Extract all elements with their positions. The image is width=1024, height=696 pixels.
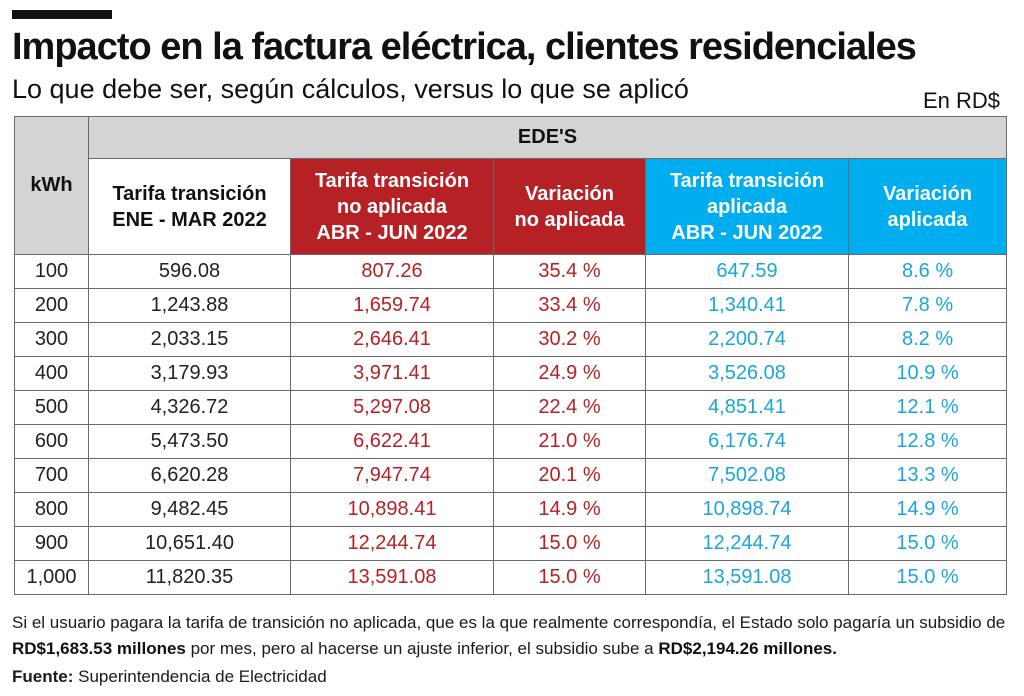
- tarifa-no-aplicada-cell: 12,244.74: [290, 526, 494, 561]
- tarifa-aplicada-cell: 6,176.74: [645, 424, 849, 459]
- table-row: 700 6,620.28 7,947.74 20.1 % 7,502.08 13.3 %: [14, 458, 1008, 493]
- tarifa-aplicada-cell: 12,244.74: [645, 526, 849, 561]
- kwh-cell: 200: [14, 288, 89, 323]
- kwh-cell: 700: [14, 458, 89, 493]
- tarifa-aplicada-cell: 7,502.08: [645, 458, 849, 493]
- source-text: Superintendencia de Electricidad: [73, 667, 327, 686]
- tarifa-no-aplicada-cell: 13,591.08: [290, 560, 494, 595]
- tarifa-aplicada-cell: 1,340.41: [645, 288, 849, 323]
- tarifa-ene-mar-cell: 6,620.28: [88, 458, 291, 493]
- table-row: 100 596.08 807.26 35.4 % 647.59 8.6 %: [14, 254, 1008, 289]
- variacion-no-aplicada-cell: 35.4 %: [493, 254, 646, 289]
- variacion-no-aplicada-cell: 21.0 %: [493, 424, 646, 459]
- variacion-no-aplicada-cell: 14.9 %: [493, 492, 646, 527]
- variacion-aplicada-cell: 13.3 %: [847, 458, 1008, 493]
- tarifa-ene-mar-cell: 5,473.50: [88, 424, 291, 459]
- variacion-aplicada-cell: 12.8 %: [847, 424, 1008, 459]
- tarifa-no-aplicada-cell: 10,898.41: [290, 492, 494, 527]
- footnote: Si el usuario pagara la tarifa de transi…: [12, 613, 1006, 658]
- col-header-variacion-no-aplicada: Variación no aplicada: [493, 158, 646, 255]
- currency-label: En RD$: [922, 88, 1000, 113]
- variacion-aplicada-cell: 10.9 %: [847, 356, 1008, 391]
- variacion-aplicada-cell: 7.8 %: [847, 288, 1008, 323]
- table-row: 400 3,179.93 3,971.41 24.9 % 3,526.08 10.9 %: [14, 356, 1008, 391]
- tarifa-ene-mar-cell: 596.08: [88, 254, 291, 289]
- tarifa-no-aplicada-cell: 3,971.41: [290, 356, 494, 391]
- kwh-cell: 1,000: [14, 560, 89, 595]
- tarifa-ene-mar-cell: 1,243.88: [88, 288, 291, 323]
- variacion-no-aplicada-cell: 30.2 %: [493, 322, 646, 357]
- variacion-no-aplicada-cell: 22.4 %: [493, 390, 646, 425]
- source-line: Fuente: Superintendencia de Electricidad: [12, 667, 327, 687]
- source-label: Fuente:: [12, 667, 74, 686]
- tarifa-aplicada-cell: 13,591.08: [645, 560, 849, 595]
- tarifa-ene-mar-cell: 3,179.93: [88, 356, 291, 391]
- tarifa-no-aplicada-cell: 5,297.08: [290, 390, 494, 425]
- tarifa-no-aplicada-cell: 7,947.74: [290, 458, 494, 493]
- tarifa-ene-mar-cell: 10,651.40: [88, 526, 291, 561]
- variacion-aplicada-cell: 15.0 %: [847, 560, 1008, 595]
- tarifa-no-aplicada-cell: 6,622.41: [290, 424, 494, 459]
- variacion-no-aplicada-cell: 15.0 %: [493, 560, 646, 595]
- tarifa-ene-mar-cell: 4,326.72: [88, 390, 291, 425]
- variacion-no-aplicada-cell: 20.1 %: [493, 458, 646, 493]
- variacion-aplicada-cell: 15.0 %: [847, 526, 1008, 561]
- col-header-variacion-aplicada: Variación aplicada: [847, 158, 1008, 255]
- tarifa-no-aplicada-cell: 807.26: [290, 254, 494, 289]
- tarifa-aplicada-cell: 2,200.74: [645, 322, 849, 357]
- kwh-cell: 300: [14, 322, 89, 357]
- kwh-cell: 400: [14, 356, 89, 391]
- table-body: 100 596.08 807.26 35.4 % 647.59 8.6 % 200 1,243…: [14, 254, 1008, 595]
- edes-group-header: EDE'S: [87, 116, 1008, 159]
- variacion-aplicada-cell: 14.9 %: [847, 492, 1008, 527]
- tarifa-aplicada-cell: 3,526.08: [645, 356, 849, 391]
- subsidy-amount-applied: RD$2,194.26 millones.: [658, 639, 837, 658]
- variacion-no-aplicada-cell: 24.9 %: [493, 356, 646, 391]
- variacion-no-aplicada-cell: 33.4 %: [493, 288, 646, 323]
- subsidy-amount-not-applied: RD$1,683.53 millones: [12, 639, 186, 658]
- tariff-table: kWh EDE'S Tarifa transición ENE - MAR 20…: [14, 116, 1008, 595]
- variacion-aplicada-cell: 8.2 %: [847, 322, 1008, 357]
- kwh-header: kWh: [14, 116, 89, 255]
- col-header-tarifa-no-aplicada: Tarifa transición no aplicada ABR - JUN …: [290, 158, 494, 255]
- table-row: 300 2,033.15 2,646.41 30.2 % 2,200.74 8.2 %: [14, 322, 1008, 357]
- tarifa-no-aplicada-cell: 1,659.74: [290, 288, 494, 323]
- tarifa-aplicada-cell: 4,851.41: [645, 390, 849, 425]
- table-row: 200 1,243.88 1,659.74 33.4 % 1,340.41 7.8 %: [14, 288, 1008, 323]
- variacion-aplicada-cell: 8.6 %: [847, 254, 1008, 289]
- page-title: Impacto en la factura eléctrica, cliente…: [12, 26, 917, 68]
- tarifa-ene-mar-cell: 9,482.45: [88, 492, 291, 527]
- tarifa-no-aplicada-cell: 2,646.41: [290, 322, 494, 357]
- tarifa-ene-mar-cell: 11,820.35: [88, 560, 291, 595]
- table-row: 900 10,651.40 12,244.74 15.0 % 12,244.74 15.0…: [14, 526, 1008, 561]
- tarifa-ene-mar-cell: 2,033.15: [88, 322, 291, 357]
- kwh-cell: 500: [14, 390, 89, 425]
- table-row: 500 4,326.72 5,297.08 22.4 % 4,851.41 12.1 %: [14, 390, 1008, 425]
- table-row: 1,000 11,820.35 13,591.08 15.0 % 13,591.08 15…: [14, 560, 1008, 595]
- table-row: 600 5,473.50 6,622.41 21.0 % 6,176.74 12.8 %: [14, 424, 1008, 459]
- tarifa-aplicada-cell: 10,898.74: [645, 492, 849, 527]
- kwh-cell: 900: [14, 526, 89, 561]
- tarifa-aplicada-cell: 647.59: [645, 254, 849, 289]
- variacion-no-aplicada-cell: 15.0 %: [493, 526, 646, 561]
- col-header-tarifa-aplicada: Tarifa transición aplicada ABR - JUN 202…: [645, 158, 849, 255]
- kwh-cell: 800: [14, 492, 89, 527]
- kwh-cell: 100: [14, 254, 89, 289]
- variacion-aplicada-cell: 12.1 %: [847, 390, 1008, 425]
- page-subtitle: Lo que debe ser, según cálculos, versus …: [12, 74, 689, 104]
- kwh-cell: 600: [14, 424, 89, 459]
- table-row: 800 9,482.45 10,898.41 14.9 % 10,898.74 14.9 …: [14, 492, 1008, 527]
- top-accent-bar: [12, 10, 112, 19]
- col-header-tarifa-ene-mar: Tarifa transición ENE - MAR 2022: [88, 158, 291, 255]
